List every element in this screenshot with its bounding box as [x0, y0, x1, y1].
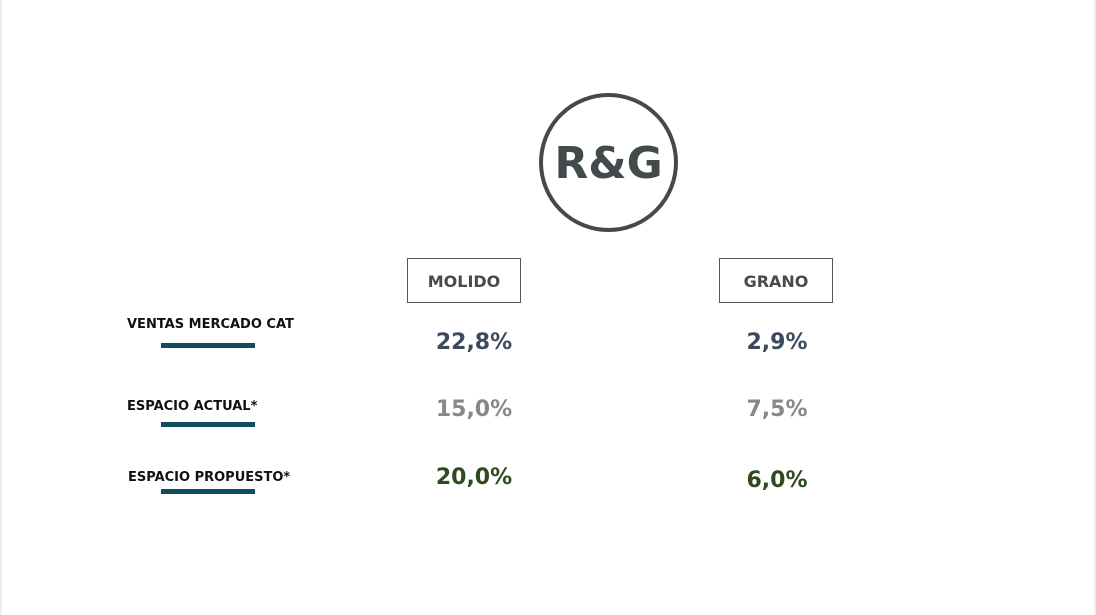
value-grano-ventas-mercado: 2,9% [746, 330, 808, 355]
row-label-ventas-mercado: VENTAS MERCADO CAT [127, 317, 294, 332]
row-label-espacio-actual: ESPACIO ACTUAL* [127, 399, 258, 414]
value-molido-espacio-actual: 15,0% [435, 397, 513, 422]
row-underline-ventas-mercado [161, 343, 255, 348]
value-molido-ventas-mercado: 22,8% [435, 330, 513, 355]
value-grano-espacio-actual: 7,5% [746, 397, 808, 422]
value-molido-espacio-propuesto: 20,0% [435, 465, 513, 490]
column-header-grano: GRANO [719, 258, 833, 303]
column-header-molido: MOLIDO [407, 258, 521, 303]
rg-logo: R&G [539, 93, 678, 232]
row-underline-espacio-actual [161, 422, 255, 427]
row-underline-espacio-propuesto [161, 489, 255, 494]
logo-text: R&G [554, 138, 663, 189]
row-label-espacio-propuesto: ESPACIO PROPUESTO* [128, 470, 291, 485]
value-grano-espacio-propuesto: 6,0% [746, 468, 808, 493]
